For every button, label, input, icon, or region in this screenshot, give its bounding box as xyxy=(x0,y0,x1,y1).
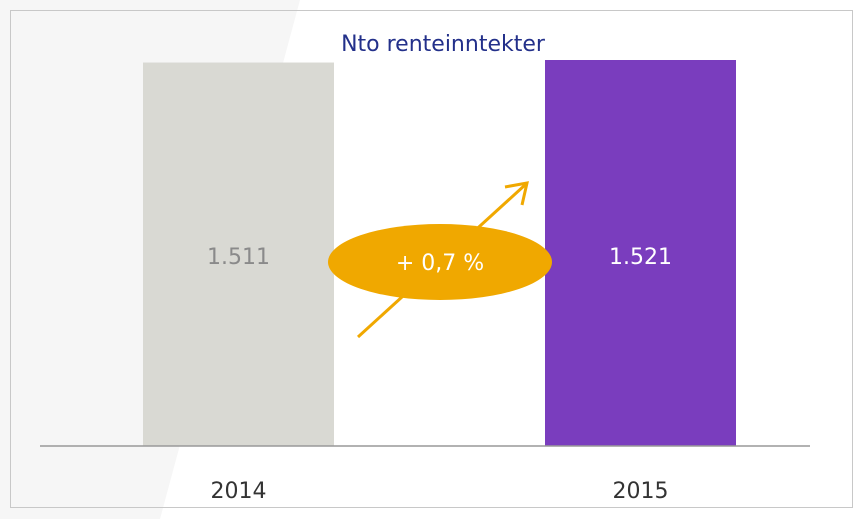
chart-title: Nto renteinntekter xyxy=(341,32,546,57)
x-tick-label: 2014 xyxy=(211,479,267,504)
x-tick-label: 2015 xyxy=(613,479,669,504)
bar xyxy=(545,60,736,446)
value-label: 1.521 xyxy=(609,245,672,270)
annotation: + 0,7 % xyxy=(396,251,484,276)
value-label: 1.511 xyxy=(207,245,270,270)
frame xyxy=(10,10,853,508)
bar xyxy=(143,62,334,446)
arrow-shaft xyxy=(356,183,527,339)
arrow-head xyxy=(504,181,529,206)
